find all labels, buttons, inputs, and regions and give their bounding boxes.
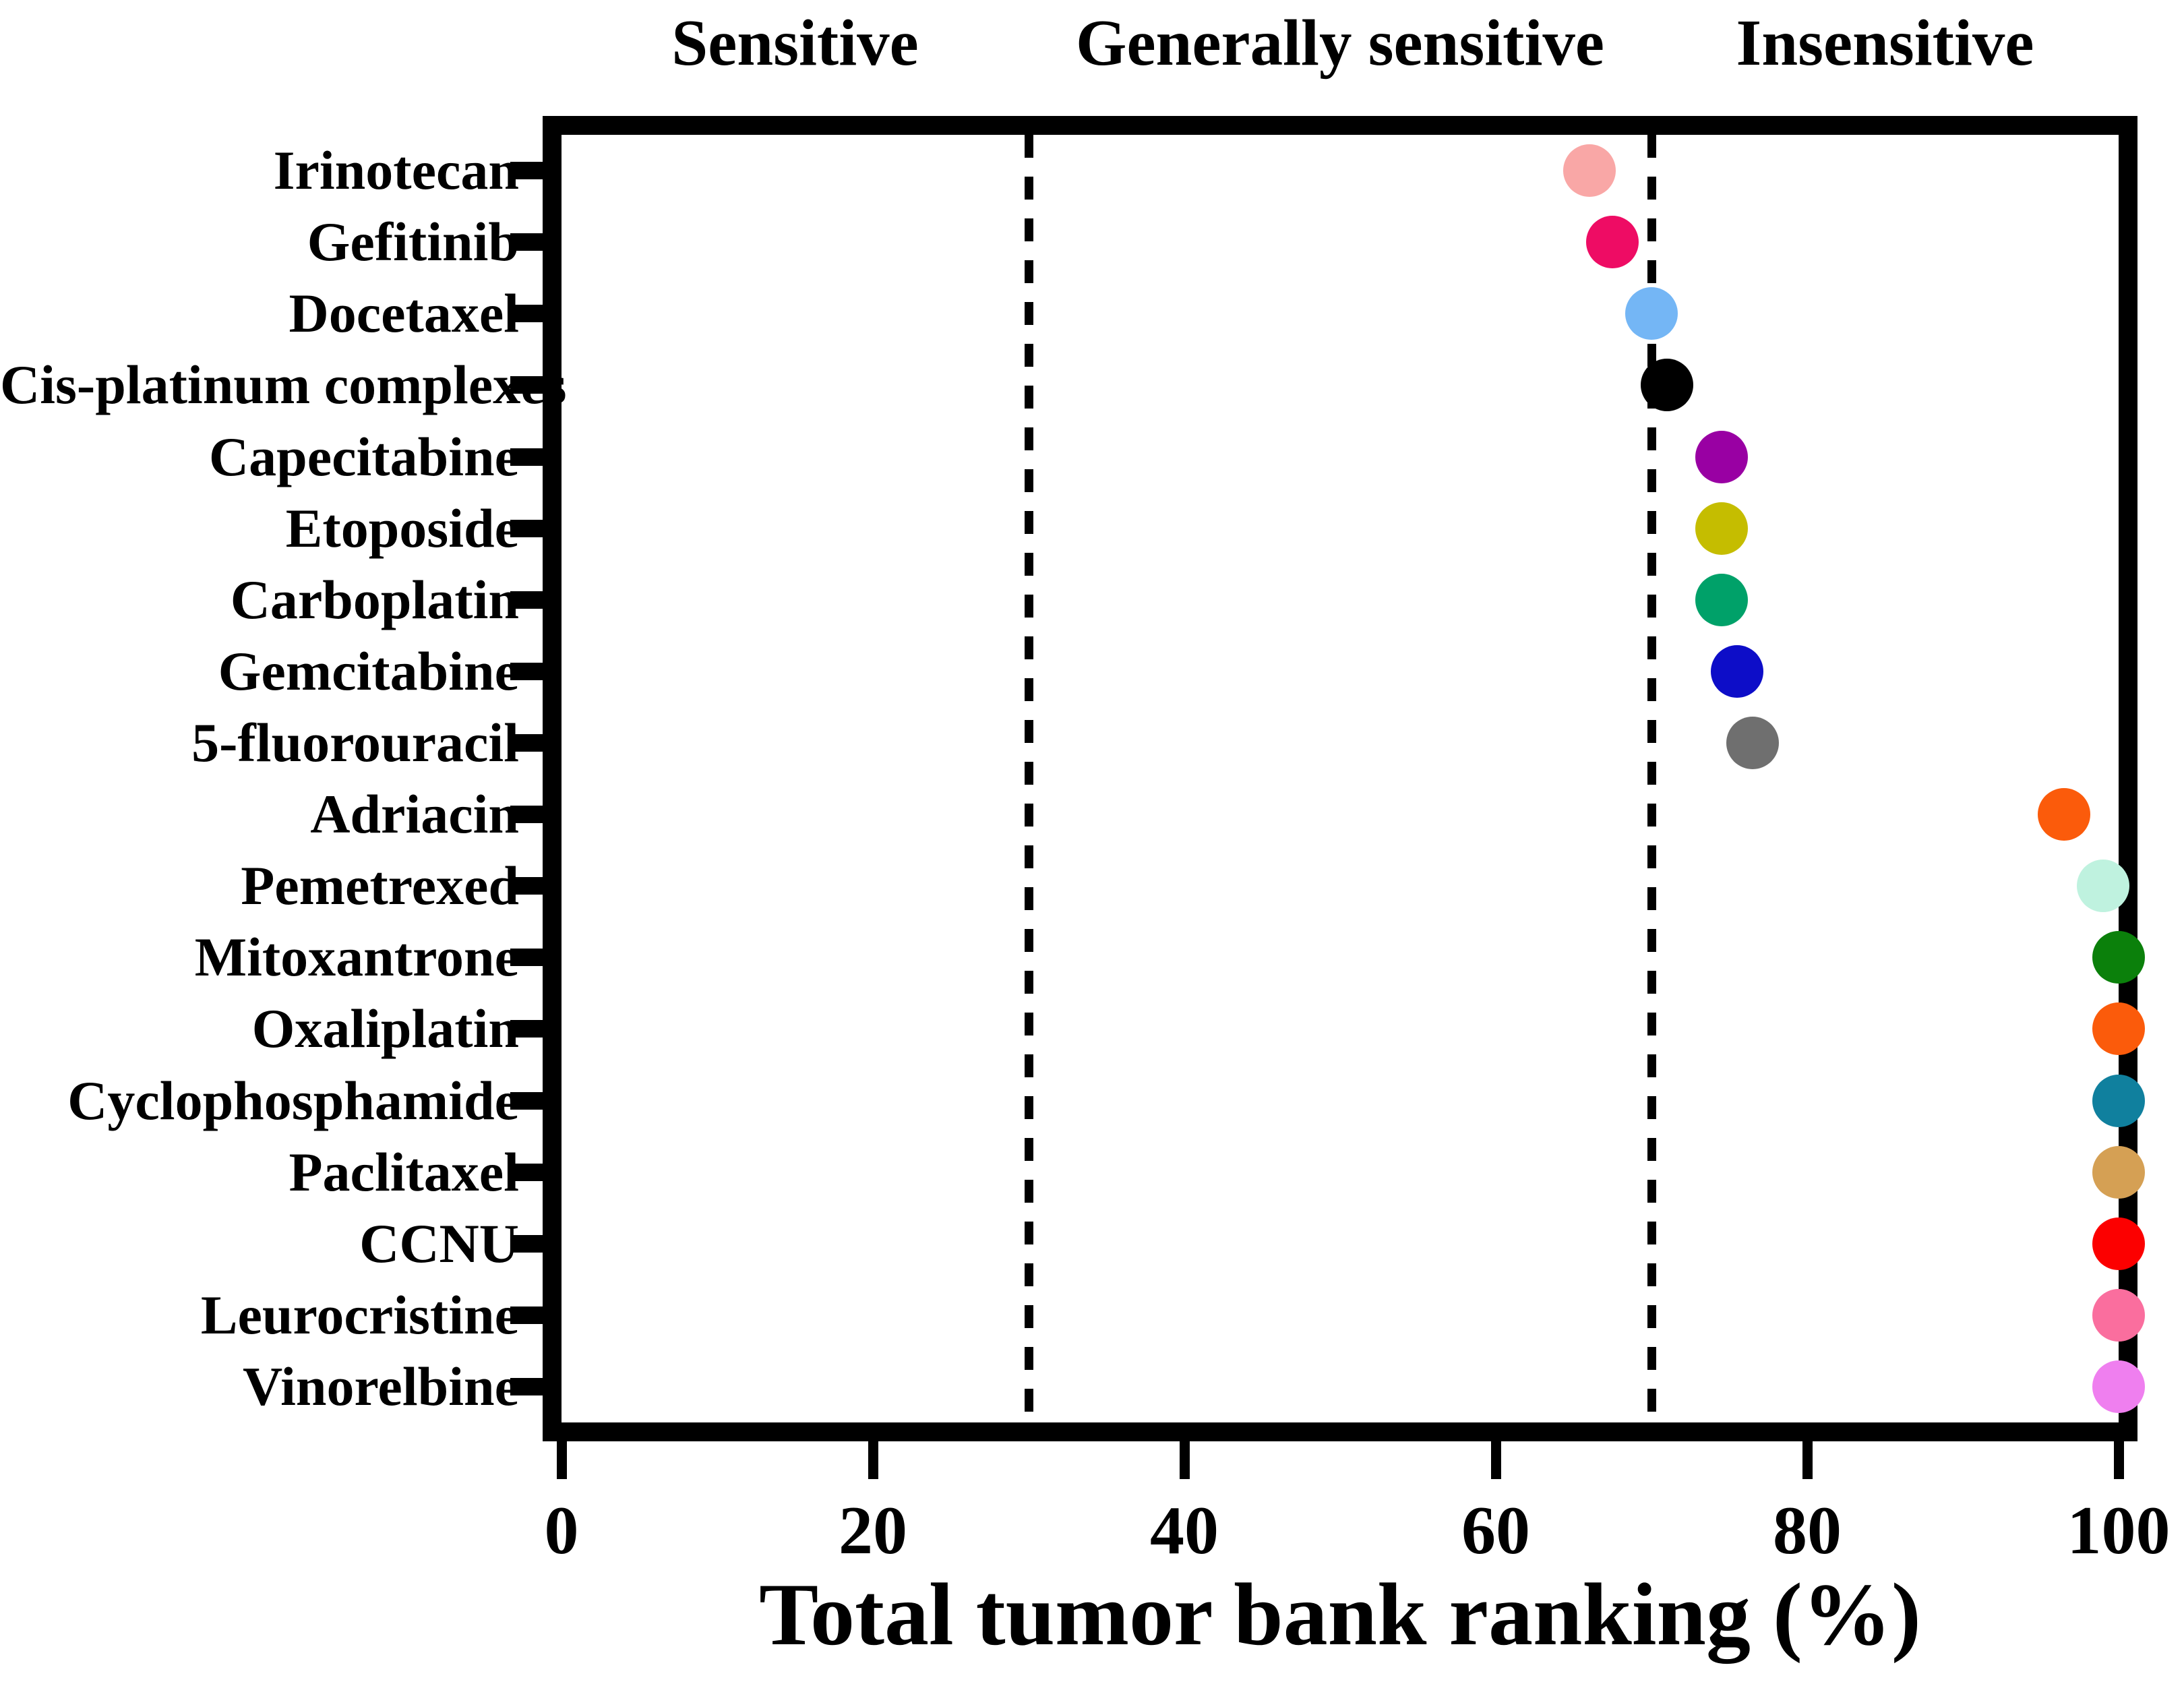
- data-point-dot: [1711, 644, 1764, 698]
- y-axis-tick: [510, 662, 543, 680]
- y-axis-label: Cis-platinum complexes: [0, 354, 567, 416]
- x-axis-tick-label: 0: [544, 1493, 579, 1569]
- data-point-dot: [1641, 359, 1694, 412]
- y-axis-tick: [510, 1377, 543, 1395]
- y-axis-label: Irinotecan: [273, 140, 519, 202]
- y-axis-tick: [510, 448, 543, 466]
- data-point-dot: [2038, 788, 2091, 841]
- y-axis-tick: [510, 376, 543, 394]
- x-axis-tick-label: 60: [1461, 1493, 1530, 1569]
- y-axis-label: 5-fluorouracil: [191, 711, 519, 773]
- y-axis-tick: [510, 1306, 543, 1324]
- y-axis-label: Capecitabine: [208, 425, 519, 487]
- data-point-dot: [2076, 860, 2129, 913]
- y-axis-label: Mitoxantrone: [194, 926, 519, 988]
- threshold-line-30-percent: [1024, 135, 1033, 1422]
- data-point-dot: [2092, 1074, 2145, 1127]
- y-axis-label: Vinorelbine: [242, 1355, 519, 1417]
- data-point-dot: [1695, 430, 1748, 483]
- zone-label-1: Sensitive: [671, 7, 919, 79]
- y-axis-label: Cyclophosphamide: [67, 1069, 519, 1131]
- data-point-dot: [2092, 1217, 2145, 1270]
- x-axis-title: Total tumor bank ranking (%): [759, 1565, 1921, 1664]
- y-axis-tick: [510, 591, 543, 609]
- x-axis-tick: [556, 1441, 567, 1479]
- y-axis-label: Etoposide: [285, 497, 519, 559]
- y-axis-tick: [510, 162, 543, 180]
- plot-area: [543, 116, 2145, 1441]
- data-point-dot: [2092, 1145, 2145, 1199]
- x-axis-tick: [1179, 1441, 1190, 1479]
- y-axis-tick: [510, 1163, 543, 1181]
- y-axis-label: Adriacin: [310, 783, 519, 845]
- data-point-dot: [1586, 216, 1639, 269]
- x-axis-tick: [1490, 1441, 1501, 1479]
- data-point-dot: [1726, 716, 1780, 769]
- threshold-line-70-percent: [1647, 135, 1656, 1422]
- data-point-dot: [2092, 1288, 2145, 1342]
- y-axis-label: Oxaliplatin: [251, 998, 519, 1060]
- y-axis-tick: [510, 233, 543, 251]
- data-point-dot: [1695, 573, 1748, 626]
- x-axis-tick: [2113, 1441, 2124, 1479]
- y-axis-label: Gemcitabine: [218, 640, 519, 702]
- data-point-dot: [2092, 931, 2145, 984]
- zone-label-3: Insensitive: [1736, 7, 2034, 79]
- x-axis-tick-label: 20: [839, 1493, 907, 1569]
- data-point-dot: [1563, 144, 1616, 198]
- y-axis-tick: [510, 877, 543, 895]
- y-axis-tick: [510, 1020, 543, 1038]
- data-point-dot: [2092, 1360, 2145, 1413]
- data-point-dot: [1625, 287, 1678, 340]
- y-axis-label: Pemetrexed: [241, 855, 519, 917]
- x-axis-tick: [868, 1441, 878, 1479]
- y-axis-tick: [510, 519, 543, 537]
- y-axis-tick: [510, 949, 543, 967]
- x-axis-tick-label: 40: [1150, 1493, 1219, 1569]
- data-point-dot: [2092, 1002, 2145, 1056]
- y-axis-label: Paclitaxel: [289, 1141, 519, 1203]
- y-axis-label: Carboplatin: [230, 568, 519, 630]
- zone-label-2: Generally sensitive: [1076, 7, 1604, 79]
- data-point-dot: [1695, 502, 1748, 555]
- y-axis-label: Docetaxel: [289, 282, 520, 344]
- y-axis-label: Leurocristine: [200, 1284, 519, 1346]
- x-axis-tick-label: 80: [1773, 1493, 1842, 1569]
- y-axis-label: Gefitinib: [307, 211, 519, 273]
- x-axis-tick: [1802, 1441, 1813, 1479]
- y-axis-tick: [510, 305, 543, 323]
- y-axis-label: CCNU: [359, 1212, 519, 1274]
- y-axis-tick: [510, 806, 543, 824]
- y-axis-tick: [510, 1091, 543, 1110]
- y-axis-tick: [510, 1234, 543, 1253]
- y-axis-tick: [510, 733, 543, 752]
- x-axis-tick-label: 100: [2067, 1493, 2171, 1569]
